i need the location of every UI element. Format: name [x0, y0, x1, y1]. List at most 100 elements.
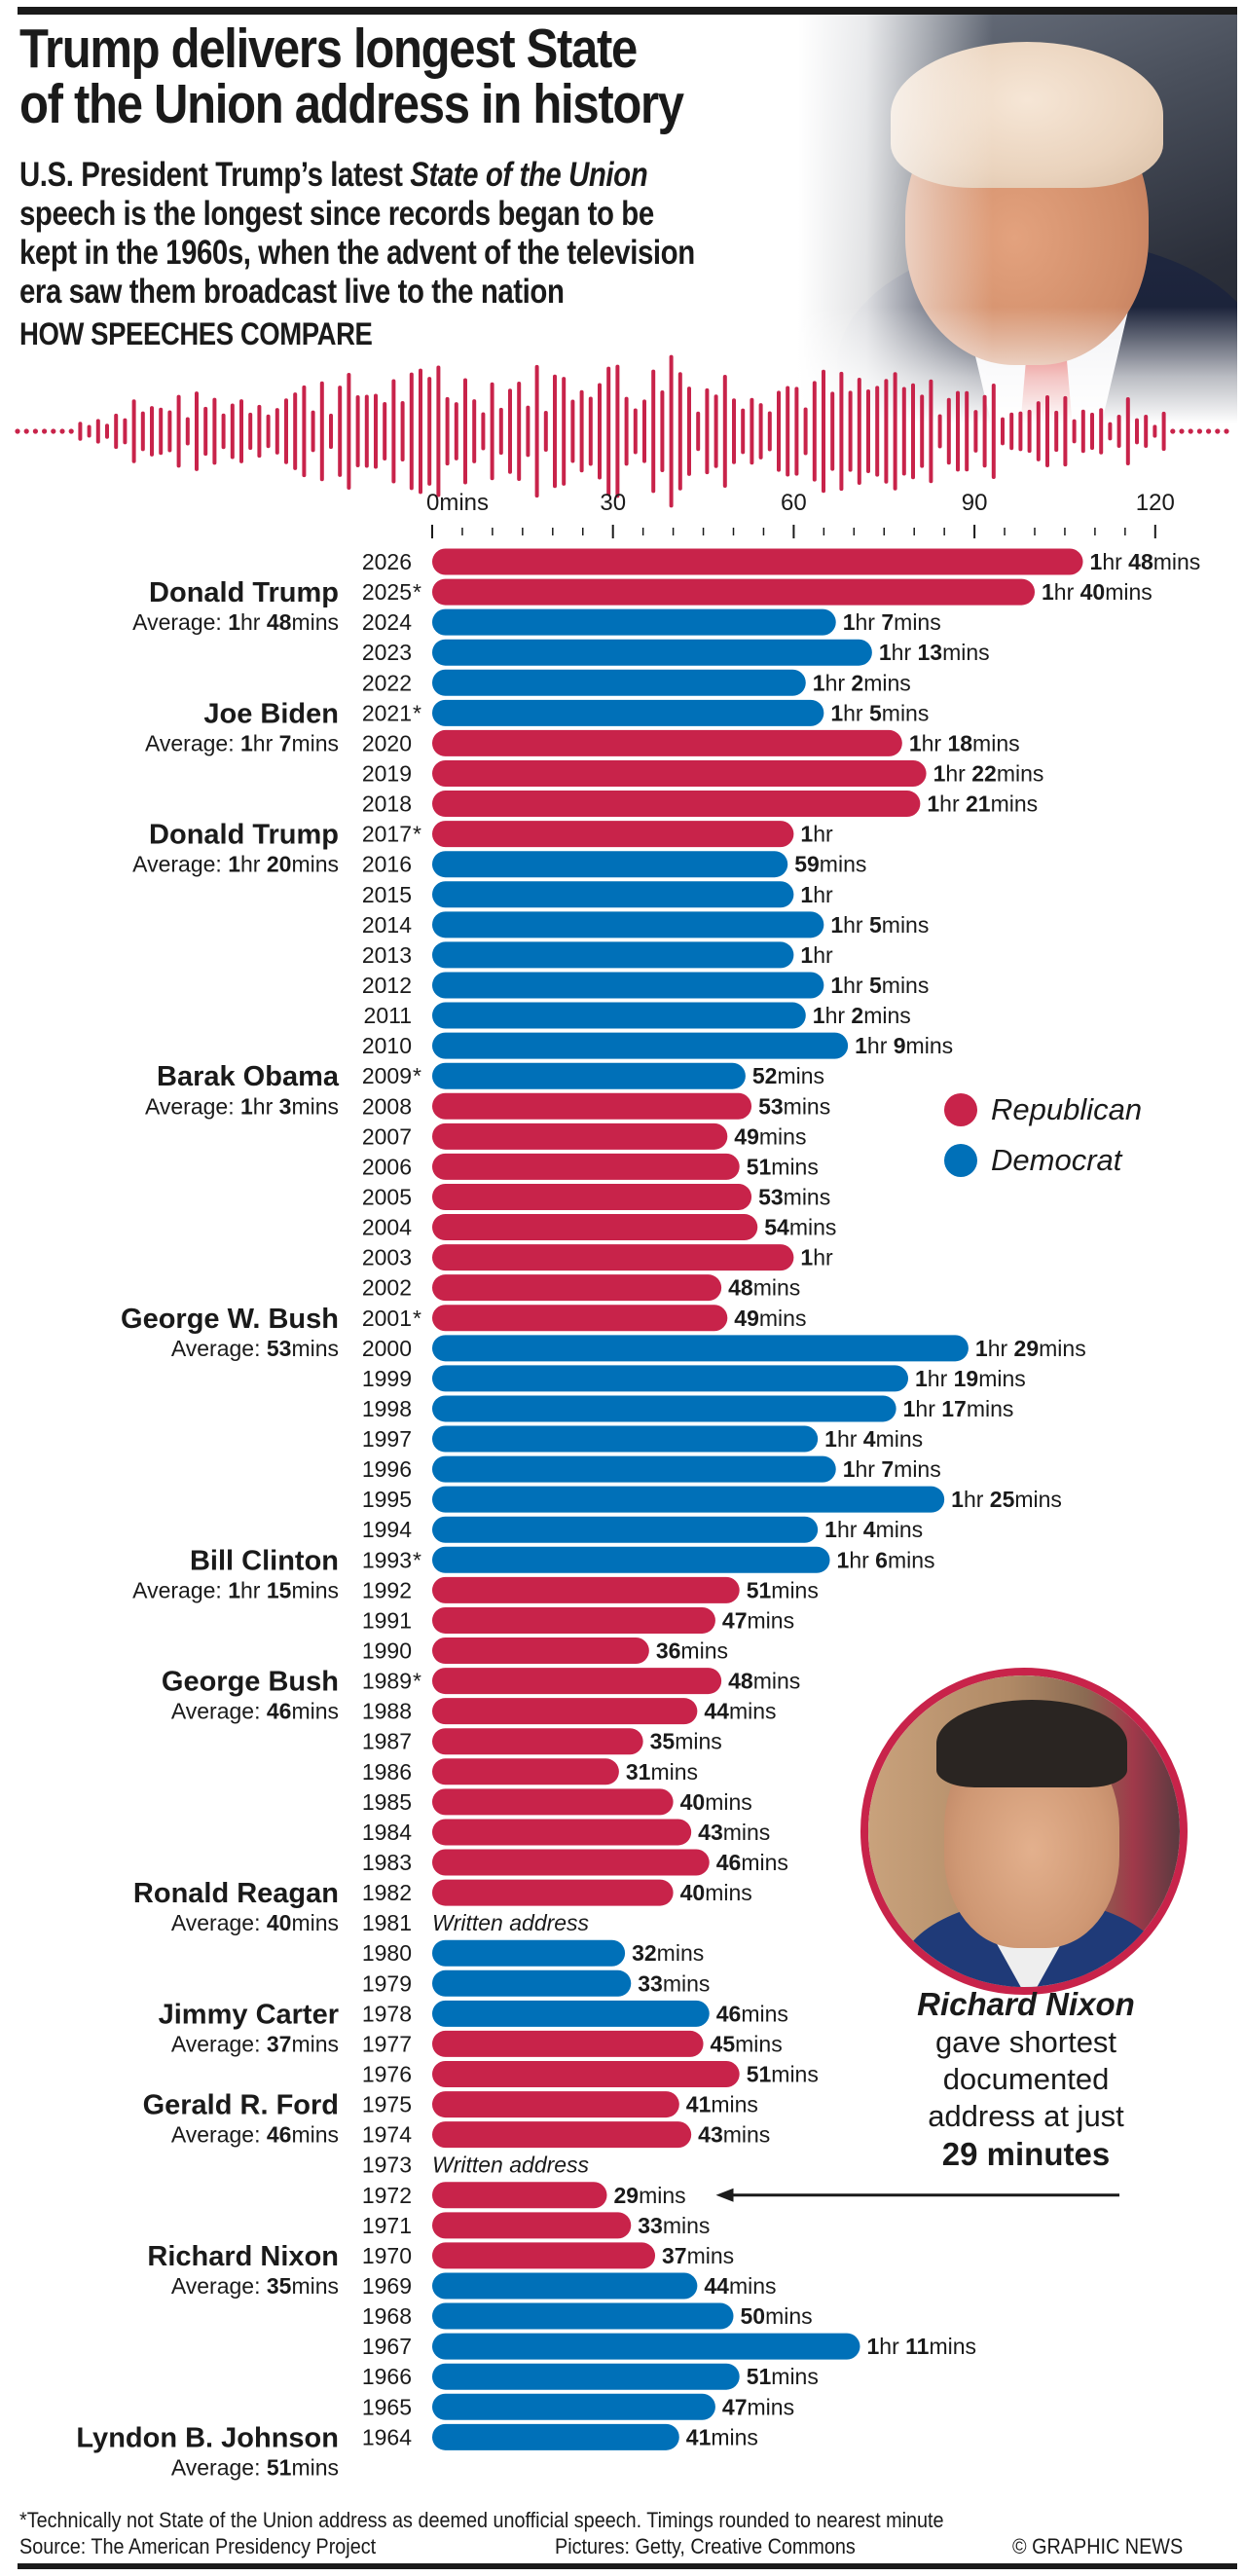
soundwave-bar	[319, 381, 324, 482]
soundwave-bar	[615, 364, 620, 498]
soundwave-bar	[822, 369, 825, 494]
bar-democrat	[432, 2393, 715, 2420]
soundwave-bar	[481, 412, 486, 451]
value-label: 1hr 11mins	[866, 2334, 976, 2359]
president-average: Average: 1hr 48mins	[132, 609, 339, 635]
year-label: 1990	[362, 1638, 412, 1664]
bar-democrat	[432, 1455, 836, 1483]
value-label: 1hr	[800, 822, 833, 847]
year-label: 1998	[362, 1396, 412, 1421]
soundwave-bar	[687, 386, 691, 476]
soundwave-bar	[857, 377, 861, 486]
soundwave-bar	[15, 428, 20, 434]
bar-republican	[432, 1638, 649, 1665]
year-label: 2015	[362, 882, 412, 907]
arrow-head	[715, 2188, 734, 2202]
soundwave-bar	[490, 382, 494, 481]
soundwave-bar	[812, 381, 817, 482]
soundwave-bar	[95, 419, 100, 444]
value-label: 37mins	[662, 2243, 734, 2268]
bar-democrat	[432, 1032, 849, 1059]
bar-republican	[432, 1698, 698, 1725]
bar-democrat	[432, 1002, 806, 1029]
bar-democrat	[432, 639, 872, 666]
asterisk-mark: *	[413, 1669, 421, 1694]
soundwave-bar	[400, 401, 405, 461]
value-label: 1hr 7mins	[843, 609, 941, 635]
legend-dot-republican	[944, 1093, 977, 1126]
bar-republican	[432, 1122, 728, 1150]
president-name: Bill Clinton	[190, 1545, 339, 1576]
bar-republican	[432, 2121, 692, 2149]
soundwave-bar	[642, 399, 646, 463]
soundwave-bar	[329, 413, 333, 450]
bar-democrat	[432, 2000, 710, 2027]
president-name: Ronald Reagan	[133, 1878, 339, 1909]
year-label: 2006	[362, 1154, 412, 1179]
section-heading: HOW SPEECHES COMPARE	[19, 316, 373, 351]
president-average: Average: 1hr 3mins	[145, 1093, 339, 1119]
soundwave-bar	[570, 399, 575, 463]
bar-republican	[432, 2182, 607, 2209]
soundwave-bar	[1099, 408, 1104, 455]
year-label: 2001	[362, 1306, 412, 1331]
soundwave-bar	[1196, 428, 1202, 434]
soundwave-bar	[1215, 428, 1221, 434]
asterisk-mark: *	[413, 700, 421, 725]
soundwave-bar	[598, 383, 602, 480]
bar-democrat	[432, 1969, 632, 1997]
soundwave-bar	[517, 381, 522, 482]
value-label: 33mins	[638, 2213, 710, 2238]
soundwave-bar	[131, 399, 136, 463]
year-label: 2002	[362, 1275, 412, 1301]
soundwave-bar	[758, 403, 763, 460]
year-label: 2012	[362, 973, 412, 998]
soundwave-bar	[105, 423, 109, 439]
year-label: 1994	[362, 1517, 412, 1542]
value-label: 36mins	[656, 1638, 728, 1664]
year-label: 1984	[362, 1820, 412, 1845]
president-average: Average: 51mins	[171, 2454, 339, 2480]
year-label: 2025	[362, 579, 412, 605]
soundwave-bar	[454, 402, 458, 460]
year-label: 2003	[362, 1245, 412, 1270]
value-label: 53mins	[758, 1184, 830, 1209]
year-label: 1973	[362, 2153, 412, 2178]
year-label: 2023	[362, 640, 412, 665]
soundwave-bar	[140, 411, 145, 452]
soundwave-bar	[875, 386, 880, 477]
value-label: 1hr 48mins	[1090, 549, 1201, 574]
year-label: 1976	[362, 2062, 412, 2087]
value-label: 1hr 21mins	[927, 791, 1038, 817]
value-label: 48mins	[728, 1669, 800, 1694]
value-label: 43mins	[698, 1820, 770, 1845]
year-label: 2007	[362, 1123, 412, 1149]
year-label: 1985	[362, 1789, 412, 1815]
year-label: 1981	[362, 1910, 412, 1935]
president-average: Average: 1hr 15mins	[132, 1577, 339, 1602]
soundwave-bar	[777, 390, 781, 472]
value-label: 1hr 5mins	[830, 700, 929, 725]
value-label: 44mins	[704, 2273, 776, 2299]
soundwave-bar	[669, 354, 674, 508]
soundwave-bar	[257, 404, 262, 459]
soundwave-bar	[830, 391, 835, 471]
soundwave-bar	[579, 389, 584, 473]
soundwave-bar	[498, 407, 503, 456]
year-label: 1999	[362, 1366, 412, 1391]
bar-democrat	[432, 881, 794, 908]
soundwave-bar	[195, 391, 199, 471]
year-label: 2004	[362, 1215, 412, 1240]
soundwave-bar	[1224, 428, 1229, 434]
year-label: 1978	[362, 2001, 412, 2026]
value-label: 1hr 17mins	[903, 1396, 1014, 1421]
soundwave-bar	[696, 411, 701, 452]
president-name: George W. Bush	[121, 1304, 339, 1335]
value-label: 29mins	[614, 2183, 686, 2208]
value-label: 47mins	[722, 2394, 794, 2419]
soundwave-bar	[221, 413, 226, 450]
soundwave-bar	[732, 398, 736, 464]
soundwave-decoration	[15, 354, 1229, 508]
bar-republican	[432, 2061, 740, 2087]
